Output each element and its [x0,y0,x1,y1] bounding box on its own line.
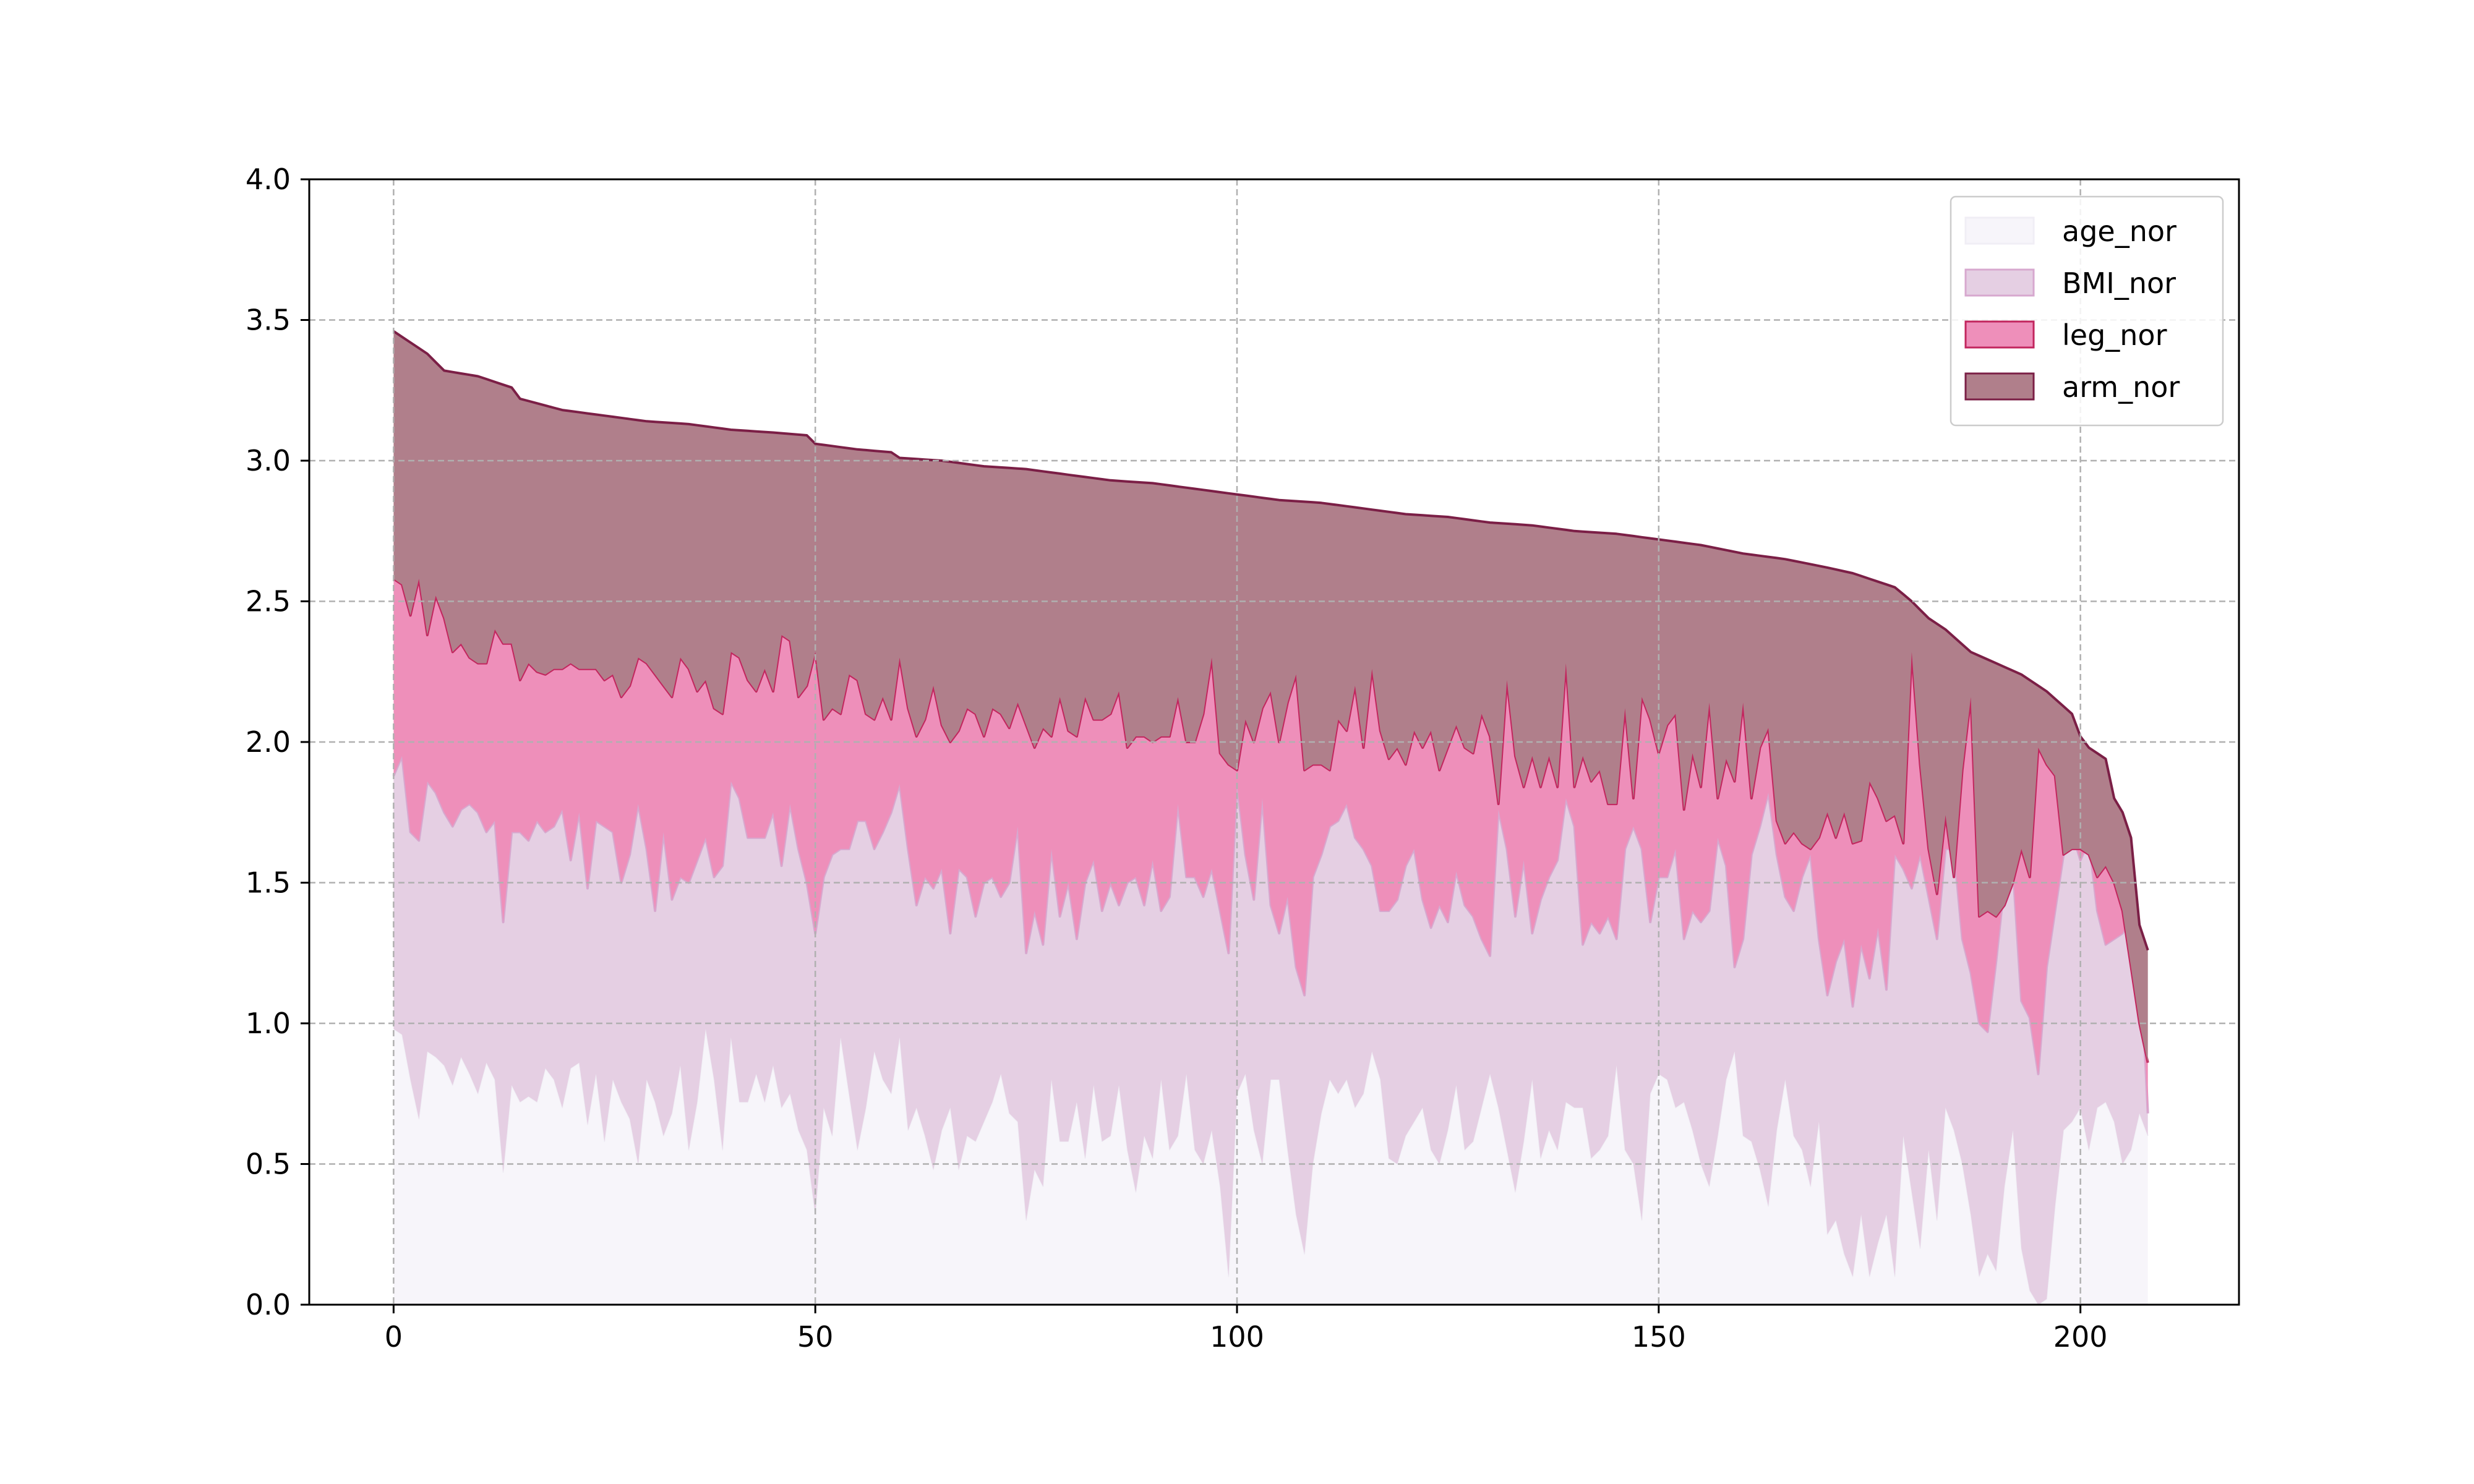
area-BMI_nor [393,756,2148,1305]
legend-swatch-leg_nor [1964,320,2035,349]
legend: age_nor BMI_nor leg_nor arm_nor [1950,195,2224,427]
y-tick-label: 1.5 [246,866,291,900]
legend-frame [1950,195,2224,427]
legend-swatch-age_nor [1964,216,2035,245]
y-tick-label: 1.0 [246,1007,291,1040]
y-tick-label: 3.0 [246,444,291,477]
x-tick-label: 150 [1632,1320,1686,1354]
area-arm_nor [393,331,2148,1063]
legend-swatch-arm_nor [1964,372,2035,401]
legend-label-arm_nor: arm_nor [2062,370,2180,404]
legend-label-BMI_nor: BMI_nor [2062,267,2176,300]
axis-ticks: 0 50 100 150 200 0.0 0.5 1.0 1.5 2.0 2.5 3.0 3.5 4.0 [246,163,2108,1354]
x-tick-label: 100 [1210,1320,1264,1354]
area-age_nor [393,1029,2148,1305]
area-layers [392,330,2149,1305]
y-tick-label: 0.5 [246,1148,291,1181]
y-tick-label: 4.0 [246,163,291,196]
y-tick-label: 2.5 [246,585,291,618]
line-arm_nor [393,330,2149,951]
y-tick-label: 3.5 [246,304,291,337]
x-tick-label: 0 [385,1320,403,1354]
x-tick-label: 200 [2053,1320,2108,1354]
legend-label-leg_nor: leg_nor [2062,318,2167,352]
legend-swatch-BMI_nor [1964,268,2035,297]
y-tick-label: 2.0 [246,725,291,759]
legend-label-age_nor: age_nor [2062,215,2177,248]
y-tick-label: 0.0 [246,1288,291,1321]
x-tick-label: 50 [797,1320,834,1354]
